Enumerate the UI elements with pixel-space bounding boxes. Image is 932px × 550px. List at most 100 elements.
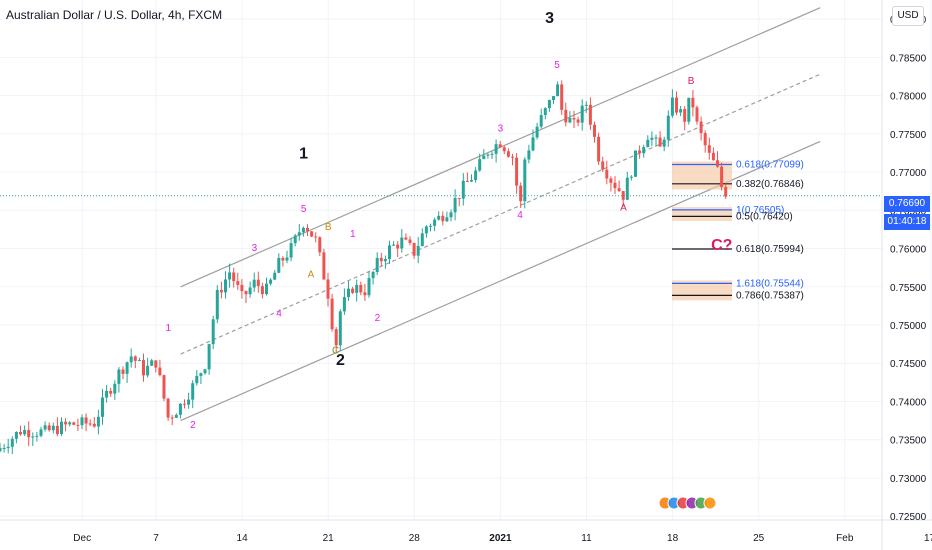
candle-body xyxy=(207,344,211,370)
candle-body xyxy=(654,137,658,139)
wave-label: B xyxy=(688,76,695,87)
time-tick-label: 18 xyxy=(667,533,679,544)
wave-label: 3 xyxy=(498,124,504,135)
candle-body xyxy=(572,118,576,120)
candle-body xyxy=(215,289,219,320)
candle-body xyxy=(580,105,584,123)
candle-body xyxy=(64,421,68,425)
chart-symbol-title: Australian Dollar / U.S. Dollar, 4h, FXC… xyxy=(6,8,223,22)
candle-body xyxy=(76,424,80,426)
candle-body xyxy=(445,217,449,222)
candle-body xyxy=(716,160,719,167)
candle-body xyxy=(556,84,560,97)
candle-body xyxy=(547,100,551,109)
candle-body xyxy=(166,398,170,418)
price-tick-label: 0.75000 xyxy=(890,321,927,332)
candle-body xyxy=(297,232,301,236)
candle-body xyxy=(101,397,104,417)
candle-body xyxy=(720,166,724,187)
candle-body xyxy=(670,97,674,116)
current-price-tag: 0.76690 xyxy=(884,196,930,212)
candle-body xyxy=(470,180,473,182)
candle-body xyxy=(158,367,162,376)
price-tick-label: 0.74000 xyxy=(890,397,927,408)
candle-body xyxy=(506,151,510,157)
candle-body xyxy=(412,242,416,256)
candle-body xyxy=(474,170,478,181)
candle-body xyxy=(498,144,502,148)
candle-body xyxy=(683,109,687,122)
candle-body xyxy=(457,198,461,200)
candle-body xyxy=(256,279,260,287)
time-tick-label: 17: xyxy=(924,533,932,544)
candle-body xyxy=(543,108,547,116)
candle-body xyxy=(277,257,281,273)
wave-label: A xyxy=(308,270,315,281)
time-tick-label: 14 xyxy=(237,533,249,544)
candle-body xyxy=(593,124,596,137)
candle-body xyxy=(338,311,342,346)
candle-body xyxy=(355,284,359,293)
candle-body xyxy=(150,360,154,366)
economic-event-icon[interactable] xyxy=(703,496,717,510)
candle-body xyxy=(219,289,223,293)
candle-body xyxy=(597,136,601,162)
candle-body xyxy=(51,425,55,431)
candle-body xyxy=(232,272,236,282)
candle-body xyxy=(289,243,293,258)
candle-body xyxy=(519,185,523,202)
fib-level-label: 1(0.76505) xyxy=(736,205,784,216)
candle-body xyxy=(535,126,539,138)
time-tick-label: Feb xyxy=(836,533,854,544)
fib-level-label: 0.5(0.76420) xyxy=(736,211,793,222)
candle-body xyxy=(461,180,465,199)
candle-body xyxy=(400,237,404,249)
candle-body xyxy=(629,176,633,178)
wave-label: 1 xyxy=(166,323,172,334)
candle-body xyxy=(72,422,76,425)
candle-body xyxy=(687,97,691,122)
candle-body xyxy=(711,152,715,161)
bar-countdown-timer: 01:40:18 xyxy=(884,214,930,230)
candle-body xyxy=(228,272,232,280)
candle-body xyxy=(117,369,121,384)
candle-body xyxy=(699,121,703,134)
candle-body xyxy=(23,429,27,435)
candle-body xyxy=(420,233,424,246)
time-tick-label: 21 xyxy=(323,533,335,544)
candle-body xyxy=(174,414,178,418)
fib-level-label: 0.618(0.77099) xyxy=(736,159,804,170)
candle-body xyxy=(88,423,92,425)
candle-body xyxy=(646,139,650,148)
candle-body xyxy=(617,188,621,192)
candle-body xyxy=(388,245,391,260)
fib-level-label: 0.786(0.75387) xyxy=(736,290,804,301)
candle-body xyxy=(584,104,588,106)
candle-body xyxy=(679,109,683,113)
channel-line-mid[interactable] xyxy=(180,73,821,355)
candle-body xyxy=(318,237,322,253)
wave-label: B xyxy=(325,222,332,233)
candle-body xyxy=(6,446,10,448)
candle-body xyxy=(363,292,367,296)
candle-body xyxy=(433,219,437,226)
candle-body xyxy=(236,281,240,285)
candle-body xyxy=(588,104,592,125)
candle-body xyxy=(511,156,514,158)
candle-body xyxy=(695,107,699,122)
candle-body xyxy=(367,278,371,296)
candle-body xyxy=(560,84,564,110)
candle-body xyxy=(351,288,355,293)
candle-body xyxy=(703,133,707,146)
candle-body xyxy=(379,257,383,262)
candle-body xyxy=(96,416,100,427)
price-tick-label: 0.73500 xyxy=(890,436,927,447)
candle-body xyxy=(43,425,47,430)
candle-body xyxy=(199,373,203,376)
candle-body xyxy=(465,180,469,182)
candle-body xyxy=(408,239,412,243)
currency-button[interactable]: USD xyxy=(892,6,924,26)
candle-body xyxy=(137,360,141,362)
wave-label: 3 xyxy=(545,10,554,27)
